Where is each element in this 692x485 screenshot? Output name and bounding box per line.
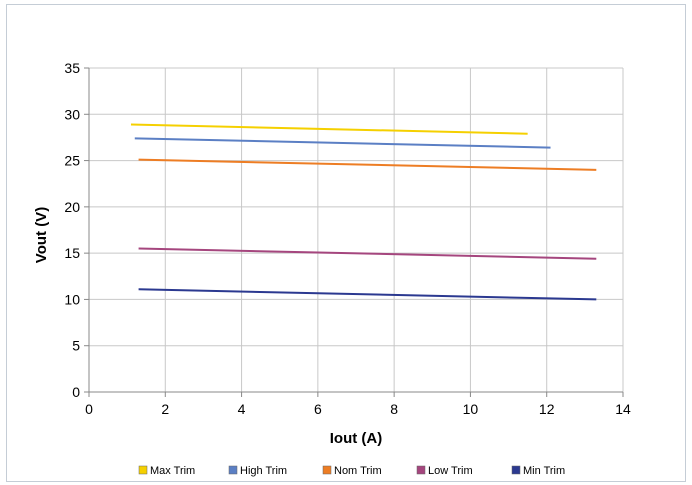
x-axis-title: Iout (A) <box>330 430 382 447</box>
y-tick-label: 30 <box>64 106 80 122</box>
y-tick-label: 20 <box>64 199 80 215</box>
x-tick-label: 10 <box>463 401 479 417</box>
axes <box>88 68 623 393</box>
y-tick-label: 35 <box>64 60 80 76</box>
legend-label-min-trim: Min Trim <box>523 465 565 477</box>
x-tick-label: 0 <box>85 401 93 417</box>
x-tick-label: 2 <box>161 401 169 417</box>
x-tick-label: 6 <box>314 401 322 417</box>
x-tick-label: 4 <box>238 401 246 417</box>
x-tick-labels: 0 2 4 6 8 10 12 14 <box>85 392 631 417</box>
legend-swatch-high-trim <box>228 465 238 475</box>
series-line-nom-trim <box>138 158 597 171</box>
legend-label-nom-trim: Nom Trim <box>334 465 382 477</box>
legend-label-max-trim: Max Trim <box>150 465 195 477</box>
x-tick-label: 12 <box>539 401 555 417</box>
grid <box>89 67 624 392</box>
legend-label-high-trim: High Trim <box>240 465 287 477</box>
y-axis-title: Vout (V) <box>33 207 50 263</box>
series-line-low-trim <box>138 247 597 260</box>
y-tick-label: 15 <box>64 245 80 261</box>
legend: Max Trim High Trim Nom Trim Low Trim Min Tri… <box>138 465 565 477</box>
legend-swatch-min-trim <box>511 465 521 475</box>
series-lines <box>130 123 597 301</box>
legend-swatch-max-trim <box>138 465 148 475</box>
series-line-max-trim <box>130 123 528 135</box>
series-line-min-trim <box>138 288 597 301</box>
legend-swatch-nom-trim <box>322 465 332 475</box>
x-tick-label: 14 <box>615 401 631 417</box>
y-tick-label: 0 <box>72 384 80 400</box>
y-tick-labels: 0 5 10 15 20 25 30 35 <box>64 60 89 400</box>
y-tick-label: 25 <box>64 153 80 169</box>
x-tick-label: 8 <box>390 401 398 417</box>
series-line-high-trim <box>134 137 551 149</box>
chart-frame <box>6 4 686 482</box>
y-tick-label: 5 <box>72 338 80 354</box>
y-tick-label: 10 <box>64 291 80 307</box>
legend-label-low-trim: Low Trim <box>428 465 473 477</box>
legend-swatch-low-trim <box>416 465 426 475</box>
